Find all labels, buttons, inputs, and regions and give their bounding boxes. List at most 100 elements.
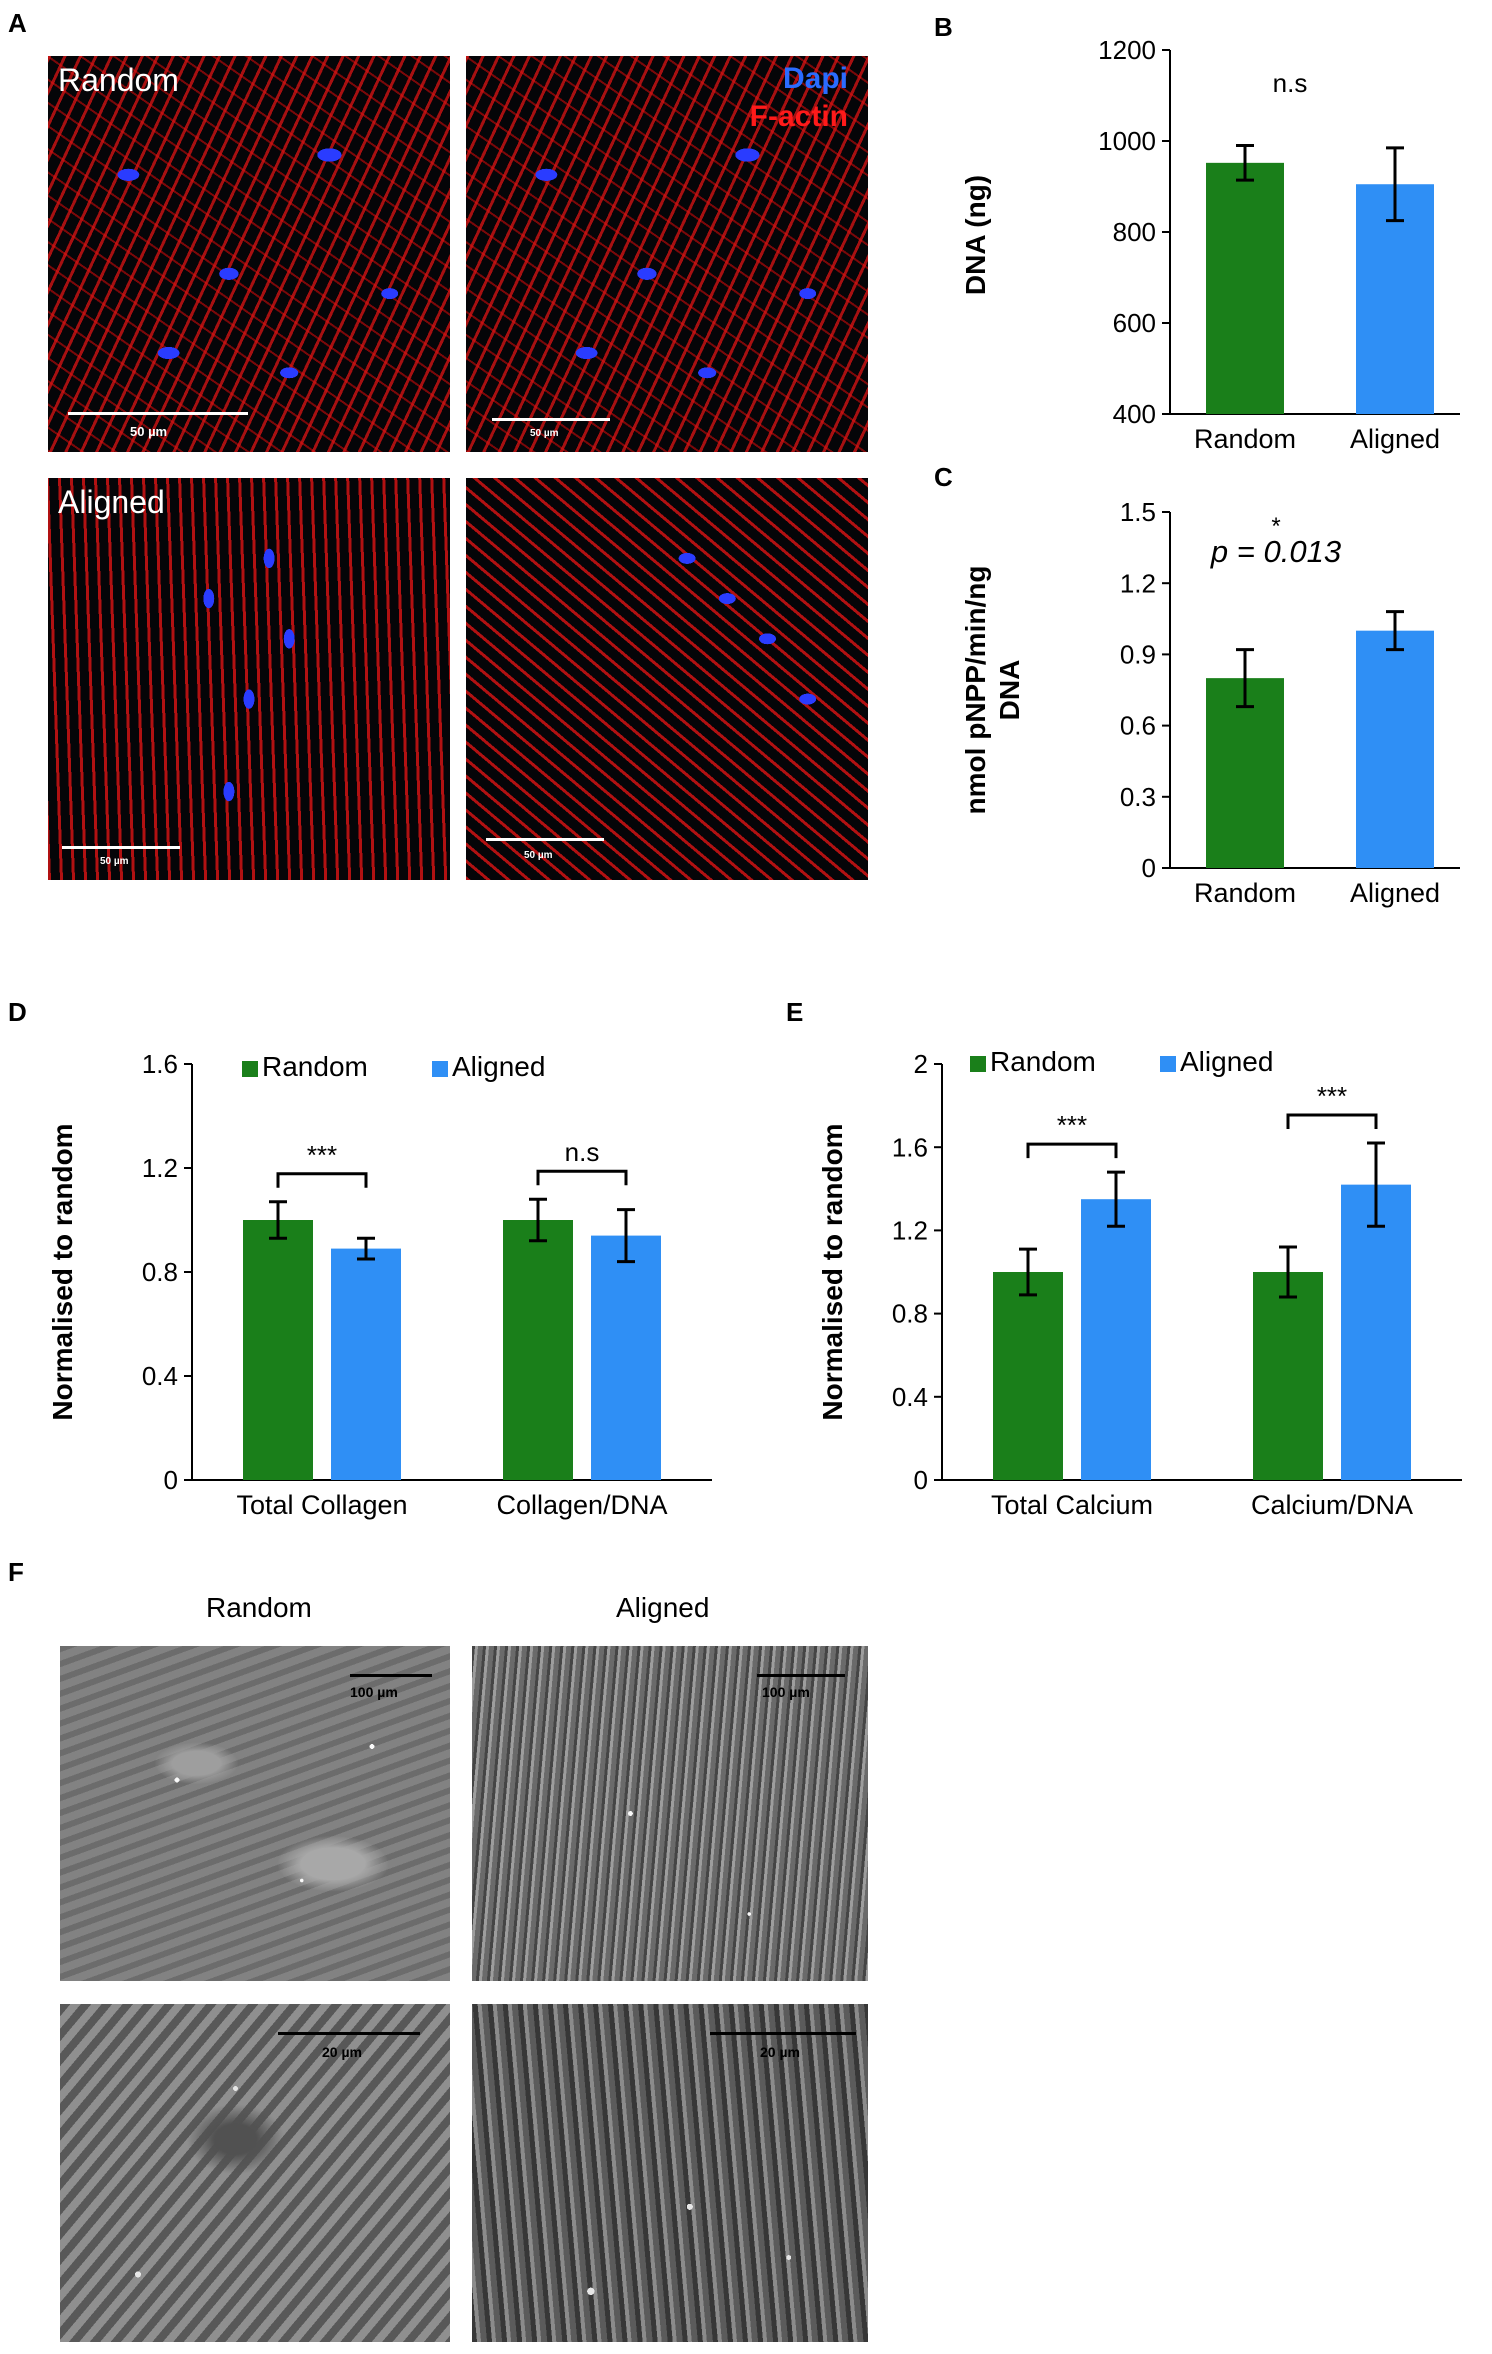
scalebar [68, 412, 248, 415]
y-tick-label: 1.2 [1120, 568, 1156, 598]
legend-label-aligned: Aligned [452, 1051, 545, 1082]
legend-label-random: Random [262, 1051, 368, 1082]
y-tick-label: 1.2 [142, 1153, 178, 1183]
significance-bracket [1026, 1142, 1118, 1159]
sem-aligned-low-mag: 100 µm [472, 1646, 868, 1981]
label-aligned: Aligned [58, 484, 165, 520]
bar-aligned [1356, 184, 1434, 414]
significance-bracket [276, 1172, 368, 1188]
bar-aligned [1081, 1199, 1151, 1480]
y-tick-label: 1.6 [892, 1132, 928, 1162]
y-tick-label: 1200 [1098, 35, 1156, 65]
y-tick-label: 1.5 [1120, 497, 1156, 527]
legend-swatch-aligned [1160, 1056, 1176, 1072]
scalebar-label: 50 µm [524, 850, 553, 861]
panel-label-c: C [934, 462, 953, 492]
p-value-label: p = 0.013 [1210, 534, 1341, 569]
y-tick-label: 600 [1113, 308, 1156, 338]
x-tick-label: Collagen/DNA [496, 1490, 667, 1520]
significance-label: *** [1317, 1081, 1347, 1111]
bar-aligned [1341, 1184, 1411, 1480]
x-tick-label: Total Calcium [991, 1490, 1153, 1520]
scalebar-label: 50 µm [100, 856, 129, 867]
legend-swatch-random [242, 1061, 258, 1077]
y-tick-label: 0.3 [1120, 782, 1156, 812]
col-label-random: Random [206, 1592, 312, 1623]
chart-alp: 0 0.3 0.6 0.9 1.2 1.5 Random Aligned nmol pNPP/m… [960, 497, 1460, 908]
scalebar [350, 1674, 432, 1677]
micrograph-aligned-1: Aligned 50 µm [48, 478, 450, 880]
scalebar [492, 418, 610, 421]
significance-label: n.s [1273, 68, 1308, 98]
significance-bracket [536, 1169, 628, 1186]
scalebar [710, 2032, 856, 2035]
legend-label-random: Random [990, 1046, 1096, 1077]
y-tick-label: 0.8 [142, 1257, 178, 1287]
legend-dapi: Dapi [782, 62, 848, 95]
scalebar-label: 20 µm [760, 2044, 800, 2060]
y-tick-label: 0 [1142, 853, 1156, 883]
y-tick-label: 0 [164, 1465, 178, 1495]
chart-dna: 400 600 800 1000 1200 Random Aligned DNA (ng) n.… [960, 35, 1460, 454]
y-tick-label: 0 [914, 1465, 928, 1495]
y-tick-label: 0.8 [892, 1299, 928, 1329]
scalebar [757, 1674, 845, 1677]
chart-calcium: 0 0.4 0.8 1.2 1.6 2 *** Total Calcium *** Calcium… [817, 1046, 1462, 1520]
y-axis-label-line1: nmol pNPP/min/ng [960, 566, 991, 815]
bar-random [1206, 678, 1284, 868]
label-random: Random [58, 62, 179, 98]
x-tick-label: Random [1194, 424, 1296, 454]
bar-aligned [1356, 630, 1434, 868]
micrograph-random-2: Dapi F-actin 50 µm [466, 56, 868, 452]
bar-random [1253, 1272, 1323, 1480]
bar-aligned [591, 1235, 661, 1480]
panel-label-d: D [8, 997, 27, 1027]
y-tick-label: 1.6 [142, 1049, 178, 1079]
legend-label-aligned: Aligned [1180, 1046, 1273, 1077]
y-axis-label: Normalised to random [47, 1123, 78, 1420]
panel-label-f: F [8, 1557, 24, 1587]
significance-bracket [1286, 1113, 1378, 1130]
significance-label: *** [307, 1140, 337, 1170]
bar-random [243, 1220, 313, 1480]
y-tick-label: 1000 [1098, 126, 1156, 156]
bar-random [1206, 162, 1284, 414]
scalebar-label: 50 µm [530, 428, 559, 439]
scalebar-label: 100 µm [762, 1684, 810, 1700]
scalebar [278, 2032, 420, 2035]
x-tick-label: Aligned [1350, 878, 1440, 908]
significance-star: * [1271, 513, 1280, 540]
scalebar [62, 846, 180, 849]
scalebar-label: 50 µm [130, 424, 168, 439]
x-tick-label: Random [1194, 878, 1296, 908]
y-tick-label: 2 [914, 1049, 928, 1079]
scalebar [486, 838, 604, 841]
y-axis-label: DNA (ng) [960, 175, 991, 295]
bar-aligned [331, 1248, 401, 1480]
bar-random [503, 1220, 573, 1480]
sem-random-low-mag: 100 µm [60, 1646, 450, 1981]
x-tick-label: Aligned [1350, 424, 1440, 454]
y-axis-label-line2: DNA [994, 660, 1025, 721]
significance-label: n.s [565, 1137, 600, 1167]
x-tick-label: Total Collagen [236, 1490, 407, 1520]
sem-aligned-high-mag: 20 µm [472, 2004, 868, 2342]
y-tick-label: 1.2 [892, 1216, 928, 1246]
col-label-aligned: Aligned [616, 1592, 710, 1623]
panel-label-b: B [934, 12, 953, 42]
x-tick-label: Calcium/DNA [1251, 1490, 1413, 1520]
y-tick-label: 0.6 [1120, 711, 1156, 741]
legend-swatch-random [970, 1056, 986, 1072]
chart-collagen: 0 0.4 0.8 1.2 1.6 *** Total Collagen n.s Collage… [47, 1049, 712, 1520]
y-tick-label: 0.4 [142, 1361, 178, 1391]
legend-swatch-aligned [432, 1061, 448, 1077]
y-tick-label: 800 [1113, 217, 1156, 247]
bar-random [993, 1272, 1063, 1480]
y-tick-label: 0.9 [1120, 640, 1156, 670]
panel-label-e: E [786, 997, 804, 1027]
micrograph-random-1: Random 50 µm [48, 56, 450, 452]
legend-factin: F-actin [749, 100, 848, 133]
panel-label-a: A [8, 8, 27, 38]
significance-label: *** [1057, 1110, 1087, 1140]
y-axis-label: Normalised to random [817, 1123, 848, 1420]
